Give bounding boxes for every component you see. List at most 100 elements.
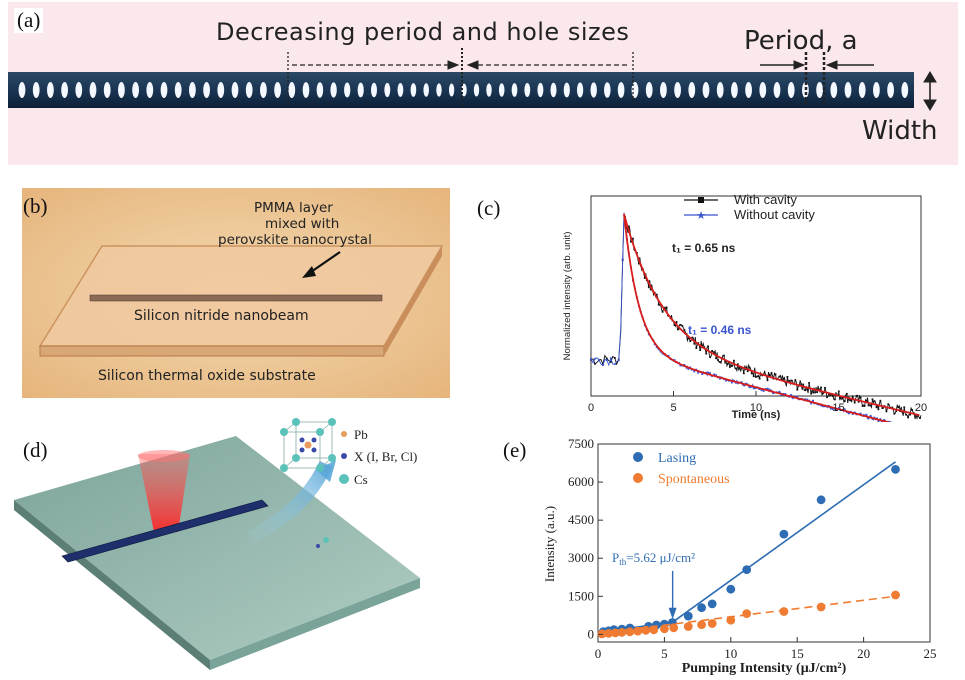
panel-d-label: (d): [20, 438, 51, 463]
data-point: [762, 390, 765, 392]
data-point-lasing: [683, 611, 693, 621]
data-point: [713, 373, 715, 376]
pmma-arrow: [302, 266, 316, 278]
hole: [716, 82, 724, 98]
hole: [590, 82, 597, 98]
data-point: [709, 372, 711, 374]
data-point: [731, 365, 733, 367]
data-point: [628, 225, 630, 228]
substrate-label: Silicon thermal oxide substrate: [98, 368, 316, 384]
data-point: [820, 404, 822, 407]
data-point: [836, 409, 838, 412]
data-point: [729, 366, 731, 368]
x-tick-label: 15: [791, 646, 804, 661]
data-point-lasing: [726, 584, 736, 594]
data-point: [748, 366, 751, 369]
nanobeam-strip: [89, 294, 383, 302]
data-point: [832, 408, 834, 410]
x-tick-label: 0: [595, 646, 602, 661]
panel-b-label: (b): [23, 194, 48, 218]
data-point: [820, 386, 822, 389]
legend-pb: Pb: [354, 427, 368, 442]
crystal-atoms: [280, 418, 336, 548]
data-point: [677, 328, 680, 331]
data-point: [685, 366, 688, 369]
data-point-spontaneous: [649, 625, 659, 635]
data-point: [754, 387, 757, 390]
data-point: [851, 395, 854, 398]
threshold-arrowhead: [668, 607, 677, 620]
data-point: [806, 398, 809, 401]
hole: [423, 83, 429, 97]
data-point: [760, 389, 763, 392]
data-point: [830, 393, 832, 396]
period-markers: [287, 48, 937, 111]
chart-c: 0 5 10 15 20 Time (ns) Normalized intensity …: [562, 192, 927, 422]
data-point: [707, 345, 709, 348]
data-point: [659, 350, 662, 353]
y-tick-label: 6000: [568, 474, 594, 489]
data-point: [594, 357, 596, 360]
hole: [550, 82, 557, 98]
hole: [203, 82, 211, 98]
data-point: [748, 386, 751, 389]
data-point: [632, 237, 634, 240]
data-point-spontaneous: [726, 615, 736, 625]
data-point: [867, 417, 870, 420]
chart-c-xlabel: Time (ns): [732, 409, 781, 421]
chart-e: 0 5 10 15 20 25 0 1500 3000 4500 6000 7500 Pumping …: [542, 436, 937, 676]
x-tick-label: 0: [588, 402, 594, 414]
data-point-lasing: [697, 603, 706, 613]
data-point: [847, 412, 850, 415]
data-point-spontaneous: [641, 625, 651, 635]
data-point-spontaneous: [610, 628, 620, 638]
panel-a: (a) Decreasing period and hole sizes Per…: [8, 2, 958, 165]
data-point-lasing: [742, 565, 752, 575]
hole: [18, 82, 26, 98]
data-point-lasing: [891, 465, 900, 474]
hole: [873, 82, 880, 98]
data-point-spontaneous: [604, 629, 613, 638]
legend-marker-without-cavity: ★: [696, 210, 706, 222]
y-tick-label: 0: [588, 626, 595, 641]
data-point: [638, 262, 640, 265]
panel-b: (b) PMMA layer mixed with perovskite nan…: [22, 188, 450, 398]
data-point: [655, 346, 658, 349]
legend-label-spontaneous: Spontaneous: [658, 472, 730, 487]
data-point: [830, 407, 832, 410]
hole: [89, 82, 97, 98]
data-point: [605, 359, 608, 361]
hole: [61, 82, 68, 98]
data-point: [859, 396, 862, 399]
data-point: [780, 394, 783, 396]
data-point-lasing: [779, 529, 789, 539]
nanobeam-label: Silicon nitride nanobeam: [134, 308, 309, 324]
data-point: [879, 418, 882, 420]
period-label: Period, a: [744, 26, 858, 56]
legend-label-without-cavity: Without cavity: [734, 207, 815, 222]
y-tick-label: 7500: [568, 436, 594, 451]
data-point: [709, 356, 711, 359]
data-point: [865, 413, 868, 416]
hole: [486, 83, 492, 97]
fit-curve: [623, 213, 920, 417]
data-point: [804, 389, 807, 392]
hole: [645, 82, 653, 98]
data-point: [837, 407, 840, 409]
hole: [260, 82, 267, 98]
data-point: [768, 388, 771, 391]
data-point-spontaneous: [633, 626, 643, 636]
data-point: [643, 277, 646, 279]
nanobeam-3d: [61, 499, 269, 563]
data-point: [754, 375, 757, 378]
data-point: [711, 350, 713, 352]
data-point: [598, 358, 600, 361]
data-point: [742, 384, 745, 387]
data-point: [687, 337, 690, 340]
data-point: [863, 405, 866, 407]
pmma-label-1: PMMA layer: [254, 200, 333, 216]
x-tick-label: 10: [724, 646, 737, 661]
data-point: [859, 412, 862, 415]
data-point: [594, 362, 596, 365]
hole: [702, 82, 710, 98]
